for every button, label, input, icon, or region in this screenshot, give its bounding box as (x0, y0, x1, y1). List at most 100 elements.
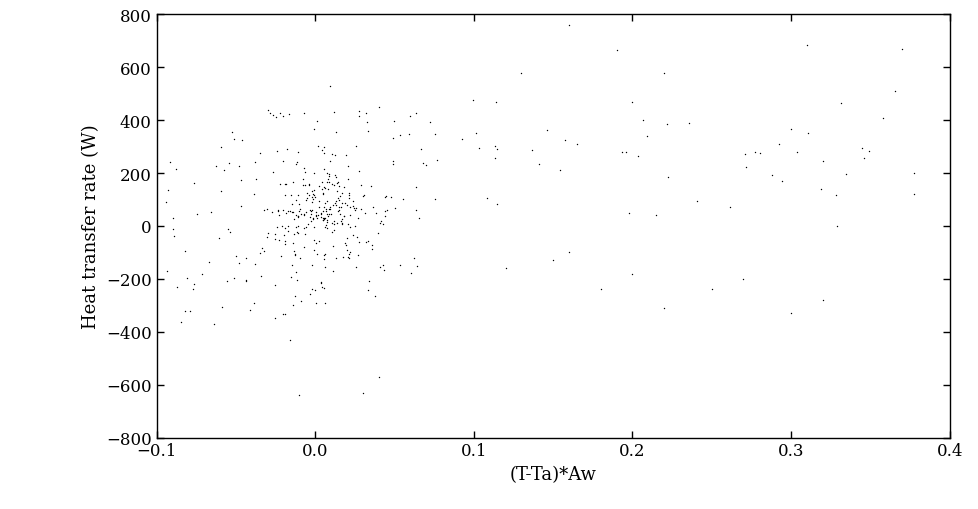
Point (386, 204, 402, 212)
Point (371, 104, 386, 112)
Point (316, 204, 332, 212)
Point (861, 148, 876, 156)
Point (351, 108, 367, 116)
Point (315, 215, 331, 223)
Point (395, 195, 411, 204)
Point (331, 179, 346, 187)
Point (286, 179, 301, 187)
Point (265, 112, 281, 120)
Point (297, 230, 313, 238)
Point (367, 293, 382, 301)
Point (328, 129, 343, 137)
Point (658, 121, 674, 129)
Point (539, 127, 555, 135)
Point (277, 238, 292, 246)
Point (270, 208, 286, 216)
Point (322, 158, 337, 166)
Point (746, 149, 762, 157)
Point (195, 270, 210, 278)
Point (681, 120, 696, 128)
Point (659, 174, 675, 182)
Point (311, 237, 327, 245)
Point (202, 209, 218, 217)
Point (349, 251, 365, 260)
Point (289, 228, 304, 236)
Point (342, 211, 358, 219)
Point (299, 190, 315, 198)
Point (309, 215, 325, 223)
Point (303, 217, 319, 225)
Point (798, 42, 814, 50)
Point (763, 171, 778, 179)
Point (286, 239, 301, 247)
Point (291, 206, 307, 214)
Point (315, 190, 331, 199)
Point (324, 229, 339, 237)
Point (837, 171, 853, 179)
Y-axis label: Heat transfer rate (W): Heat transfer rate (W) (82, 124, 101, 329)
Point (314, 178, 330, 186)
Point (318, 205, 333, 213)
Point (172, 318, 188, 326)
Point (324, 150, 339, 158)
Point (326, 226, 341, 234)
Point (245, 300, 261, 308)
Point (513, 69, 529, 77)
Point (608, 47, 624, 55)
Point (267, 231, 283, 239)
Point (340, 191, 356, 200)
Point (329, 188, 344, 196)
Point (201, 258, 217, 266)
Point (281, 110, 296, 119)
Point (316, 150, 332, 158)
Point (267, 281, 283, 290)
Point (316, 256, 332, 264)
X-axis label: (T-Ta)*Aw: (T-Ta)*Aw (510, 465, 596, 483)
Point (332, 204, 347, 212)
Point (289, 276, 304, 285)
Point (317, 250, 333, 259)
Point (306, 246, 322, 254)
Point (313, 211, 329, 219)
Point (254, 245, 270, 253)
Point (333, 200, 349, 208)
Point (302, 208, 318, 216)
Point (226, 135, 242, 144)
Point (264, 208, 280, 216)
Point (689, 198, 704, 206)
Point (276, 231, 291, 239)
Point (305, 195, 321, 204)
Point (348, 233, 364, 241)
Point (319, 178, 334, 186)
Point (295, 210, 311, 218)
Point (530, 160, 546, 168)
Point (268, 114, 284, 122)
Point (407, 207, 422, 215)
Point (219, 277, 235, 286)
Point (372, 219, 387, 227)
Point (418, 162, 433, 170)
Point (364, 245, 379, 253)
Point (338, 202, 354, 210)
Point (287, 293, 302, 301)
Point (303, 285, 319, 293)
Point (355, 192, 371, 201)
Point (292, 254, 308, 262)
Point (406, 254, 422, 263)
Point (340, 255, 356, 263)
Point (319, 169, 334, 178)
Point (320, 186, 335, 194)
Point (326, 109, 341, 117)
Point (340, 220, 356, 229)
Point (624, 98, 640, 106)
Point (294, 176, 310, 184)
Point (358, 238, 374, 246)
Point (293, 297, 309, 305)
Point (375, 220, 390, 228)
Point (341, 223, 357, 231)
Point (336, 200, 352, 208)
Point (488, 146, 504, 154)
Point (332, 210, 347, 218)
Point (353, 182, 369, 190)
Point (284, 200, 299, 208)
